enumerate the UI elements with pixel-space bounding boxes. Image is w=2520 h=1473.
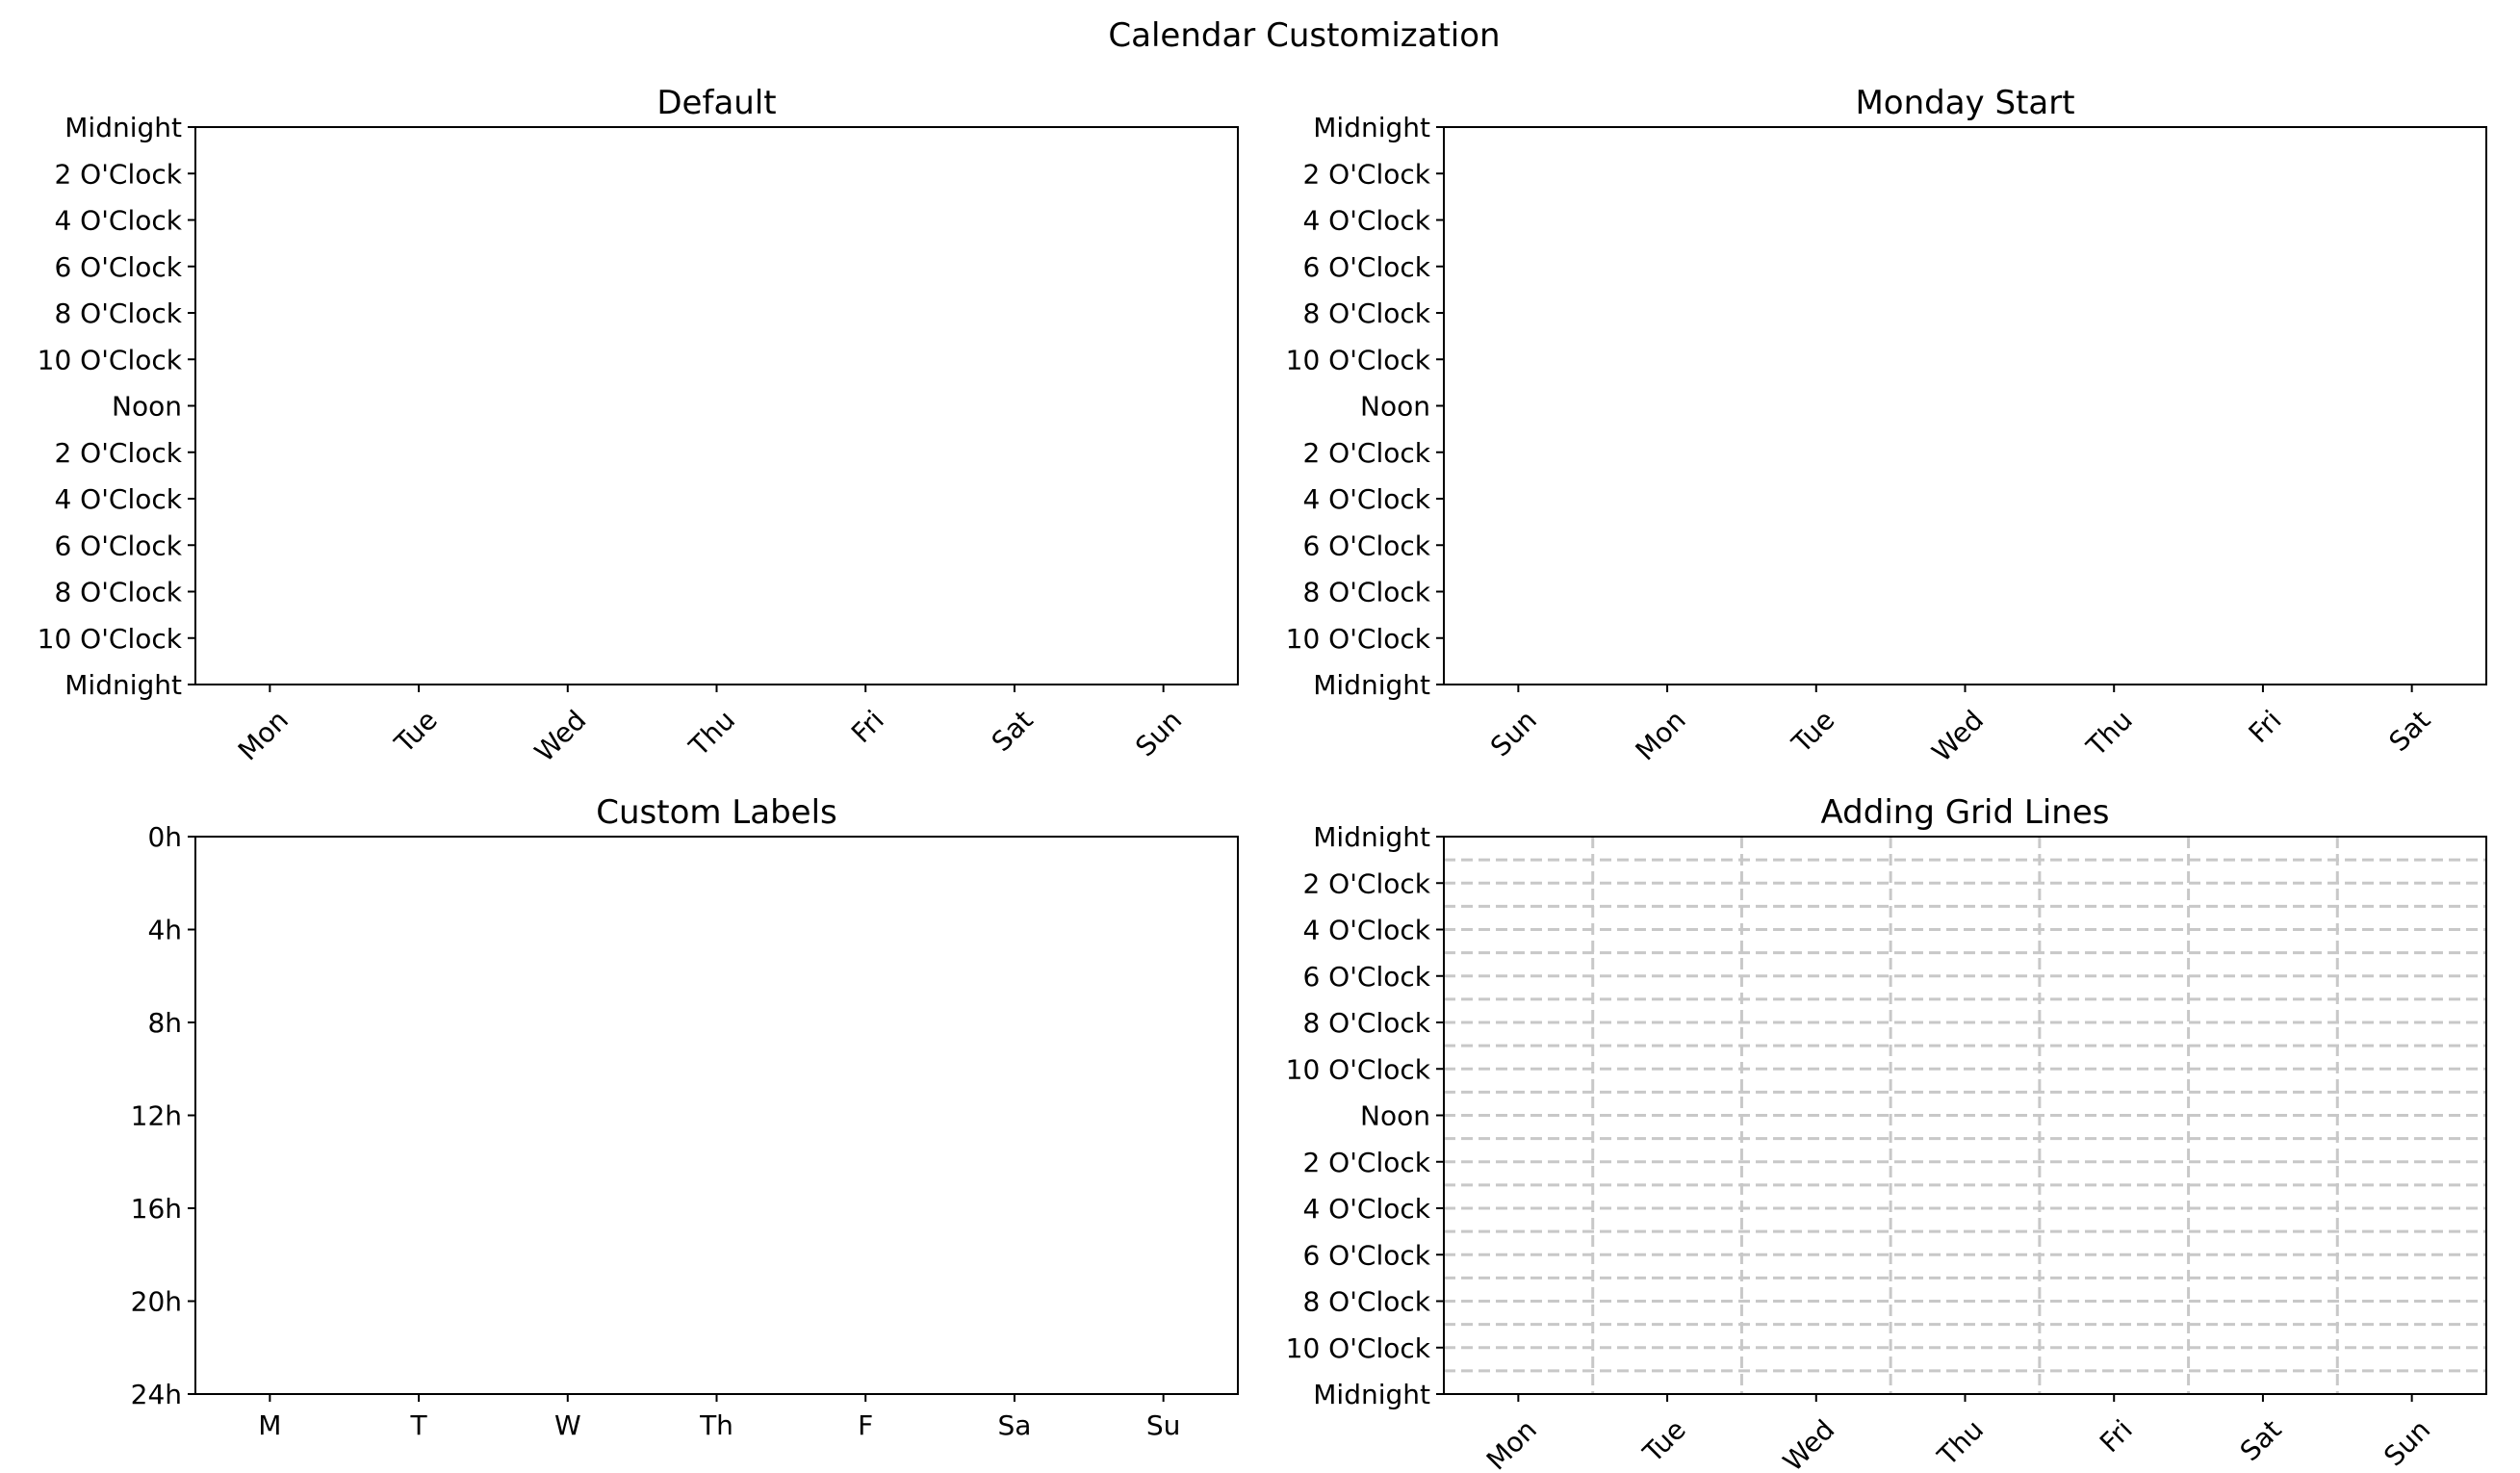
y-tick-label: 8h <box>147 1007 182 1039</box>
y-tick-label: 6 O'Clock <box>54 251 182 283</box>
x-tick-label: Sun <box>1484 704 1543 762</box>
y-tick-label: 8 O'Clock <box>54 297 182 329</box>
y-tick-label: Midnight <box>1313 112 1430 143</box>
y-tick-label: 6 O'Clock <box>1302 530 1430 561</box>
y-tick-label: 16h <box>131 1193 182 1225</box>
y-tick-label: 12h <box>131 1100 182 1132</box>
y-tick-label: 6 O'Clock <box>1302 251 1430 283</box>
y-tick-label: 10 O'Clock <box>1286 623 1431 655</box>
y-tick-label: 10 O'Clock <box>1286 1332 1431 1364</box>
x-tick-label: M <box>258 1409 281 1441</box>
y-tick-label: 2 O'Clock <box>1302 158 1430 190</box>
figure-title: Calendar Customization <box>1108 16 1500 55</box>
y-tick-label: Noon <box>1360 391 1430 423</box>
y-tick-label: 0h <box>147 821 182 853</box>
panel-title: Default <box>656 84 776 122</box>
panel-title: Adding Grid Lines <box>1821 793 2110 832</box>
y-tick-label: 6 O'Clock <box>54 530 182 561</box>
y-tick-label: 4h <box>147 915 182 946</box>
y-tick-label: 8 O'Clock <box>1302 1007 1430 1039</box>
y-tick-label: 4 O'Clock <box>1302 483 1430 515</box>
calendar-panel: Default Midnight 2 O'Clock 4 O'Clock 6 O'Clo… <box>38 84 1239 768</box>
y-tick-label: Midnight <box>64 669 182 701</box>
y-tick-label: 6 O'Clock <box>1302 1239 1430 1271</box>
y-tick-label: 4 O'Clock <box>54 483 182 515</box>
x-tick-label: Wed <box>528 704 593 768</box>
y-tick-label: 2 O'Clock <box>54 158 182 190</box>
x-tick-label: Thu <box>1931 1413 1990 1472</box>
x-tick-label: Fri <box>2243 704 2288 749</box>
y-tick-label: 6 O'Clock <box>1302 961 1430 993</box>
x-tick-label: T <box>410 1409 428 1441</box>
x-tick-label: Wed <box>1926 704 1991 768</box>
x-tick-label: Sun <box>2378 1413 2436 1472</box>
y-tick-label: 10 O'Clock <box>1286 1053 1431 1085</box>
y-tick-label: 2 O'Clock <box>1302 437 1430 469</box>
y-tick-label: 8 O'Clock <box>54 577 182 608</box>
x-tick-label: Fri <box>2094 1413 2139 1459</box>
y-tick-label: 8 O'Clock <box>1302 1286 1430 1318</box>
y-tick-label: 2 O'Clock <box>1302 1147 1430 1178</box>
x-tick-label: Tue <box>1786 704 1841 760</box>
axes-frame <box>194 836 1239 1395</box>
y-tick-label: 4 O'Clock <box>54 205 182 237</box>
calendar-panel: Custom Labels 0h 4h 8h 12h 16h 20h 24h M T W Th F Sa S… <box>131 793 1239 1441</box>
y-tick-label: 10 O'Clock <box>38 344 183 375</box>
y-tick-label: 8 O'Clock <box>1302 297 1430 329</box>
axes-frame <box>1443 126 2487 685</box>
y-tick-label: 4 O'Clock <box>1302 205 1430 237</box>
x-tick-label: Tue <box>1636 1413 1692 1469</box>
x-tick-label: Tue <box>388 704 444 760</box>
x-tick-label: Fri <box>845 704 890 749</box>
y-tick-label: Midnight <box>64 112 182 143</box>
grid-lines <box>1444 837 2486 1394</box>
x-tick-label: Mon <box>232 704 295 766</box>
y-tick-label: Midnight <box>1313 821 1430 853</box>
x-tick-label: Th <box>699 1409 733 1441</box>
y-tick-label: 2 O'Clock <box>54 437 182 469</box>
y-tick-label: Midnight <box>1313 1379 1430 1410</box>
x-tick-label: Su <box>1146 1409 1181 1441</box>
y-tick-label: 10 O'Clock <box>1286 344 1431 375</box>
panels: Default Midnight 2 O'Clock 4 O'Clock 6 O'Clo… <box>38 84 2487 1473</box>
panel-title: Monday Start <box>1855 84 2074 122</box>
x-tick-label: Sat <box>2234 1413 2288 1467</box>
calendar-panel: Monday Start Midnight 2 O'Clock 4 O'Clock 6 … <box>1286 84 2487 768</box>
x-tick-label: Thu <box>2080 704 2139 762</box>
y-tick-label: 24h <box>131 1379 182 1410</box>
x-tick-label: Mon <box>1480 1413 1543 1473</box>
y-tick-label: 4 O'Clock <box>1302 915 1430 946</box>
x-tick-label: Sa <box>997 1409 1031 1441</box>
y-tick-label: 4 O'Clock <box>1302 1193 1430 1225</box>
y-tick-label: 10 O'Clock <box>38 623 183 655</box>
x-tick-label: Sat <box>986 704 1040 758</box>
y-tick-label: 8 O'Clock <box>1302 577 1430 608</box>
axes-frame <box>194 126 1239 685</box>
calendar-panel: Adding Grid Lines Midnight 2 O'Clock 4 O'Cl… <box>1286 793 2487 1473</box>
x-tick-label: Wed <box>1777 1413 1841 1473</box>
x-tick-label: Thu <box>682 704 741 762</box>
y-tick-label: Noon <box>112 391 182 423</box>
x-tick-label: W <box>554 1409 581 1441</box>
y-tick-label: Noon <box>1360 1100 1430 1132</box>
x-tick-label: Sat <box>2382 704 2436 758</box>
x-tick-label: Sun <box>1129 704 1188 762</box>
y-tick-label: Midnight <box>1313 669 1430 701</box>
x-tick-label: F <box>858 1409 873 1441</box>
x-tick-label: Mon <box>1630 704 1692 766</box>
panel-title: Custom Labels <box>596 793 837 832</box>
y-tick-label: 20h <box>131 1286 182 1318</box>
y-tick-label: 2 O'Clock <box>1302 867 1430 899</box>
